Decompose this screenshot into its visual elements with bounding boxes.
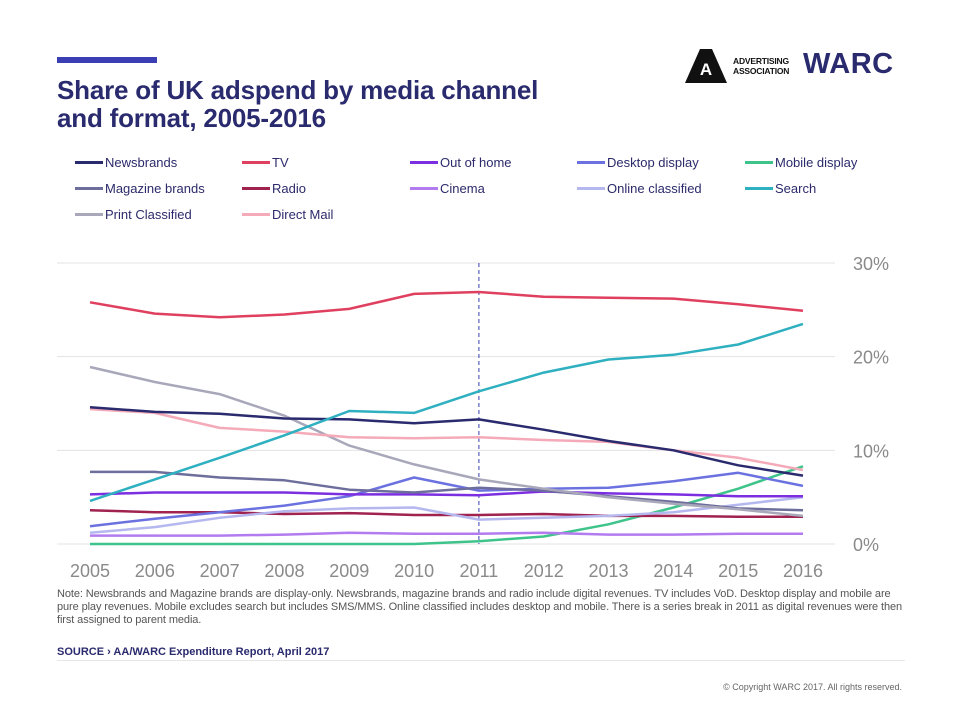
title-accent-bar (57, 57, 157, 63)
x-tick-label: 2016 (783, 561, 823, 581)
x-tick-label: 2007 (200, 561, 240, 581)
y-tick-label: 10% (853, 441, 889, 461)
legend-item-tv: TV (242, 153, 289, 171)
aa-logo-line-1: ADVERTISING (733, 56, 789, 66)
legend-label: Mobile display (775, 154, 858, 170)
legend-swatch (745, 160, 773, 164)
legend-item-radio: Radio (242, 179, 306, 197)
chart-title-line-1: Share of UK adspend by media channel (57, 75, 539, 105)
legend-item-mobile-display: Mobile display (745, 153, 857, 171)
legend-label: Cinema (440, 180, 485, 196)
legend-swatch (242, 212, 270, 216)
x-tick-label: 2005 (70, 561, 110, 581)
series-line-newsbrands (89, 405, 804, 477)
legend-swatch (75, 160, 103, 164)
x-tick-label: 2008 (264, 561, 304, 581)
x-tick-label: 2006 (135, 561, 175, 581)
series-line-direct-mail (89, 407, 804, 472)
chart-title: Share of UK adspend by media channel and… (57, 76, 617, 132)
aa-logo-letter: A (700, 60, 712, 79)
series-line-out-of-home (89, 490, 803, 498)
legend-label: Online classified (607, 180, 702, 196)
series-line-cinema (90, 531, 803, 537)
x-tick-label: 2011 (460, 561, 499, 581)
legend-swatch (242, 186, 270, 190)
series-line-online-classified (89, 495, 804, 535)
y-tick-label: 30% (853, 254, 889, 274)
legend-item-out-of-home: Out of home (410, 153, 512, 171)
legend-swatch (75, 212, 103, 216)
advertising-association-logo-text: ADVERTISING ASSOCIATION (733, 56, 789, 76)
legend-swatch (410, 160, 438, 164)
legend-item-desktop-display: Desktop display (577, 153, 699, 171)
warc-logo: WARC (803, 48, 894, 80)
legend-label: Magazine brands (105, 180, 205, 196)
x-tick-label: 2015 (718, 561, 758, 581)
legend-label: Radio (272, 180, 306, 196)
chart-legend: Newsbrands TV Out of home Desktop display Mo… (75, 153, 915, 233)
legend-item-search: Search (745, 179, 816, 197)
legend-label: Newsbrands (105, 154, 178, 170)
legend-swatch (242, 160, 270, 164)
chart-note: Note: Newsbrands and Magazine brands are… (57, 588, 903, 626)
legend-item-magazine-brands: Magazine brands (75, 179, 205, 197)
legend-item-newsbrands: Newsbrands (75, 153, 177, 171)
advertising-association-logo-mark: A (685, 49, 727, 83)
footer-divider (57, 660, 905, 661)
legend-label: Desktop display (607, 154, 699, 170)
x-tick-label: 2012 (524, 561, 564, 581)
series-line-tv (89, 290, 804, 319)
x-tick-label: 2013 (589, 561, 629, 581)
legend-swatch (577, 160, 605, 164)
legend-label: TV (272, 154, 289, 170)
legend-swatch (577, 186, 605, 190)
legend-label: Direct Mail (272, 206, 334, 222)
x-tick-label: 2010 (394, 561, 434, 581)
legend-label: Out of home (440, 154, 512, 170)
legend-swatch (410, 186, 438, 190)
advertising-association-logo: A ADVERTISING ASSOCIATION (683, 47, 791, 87)
source-line: SOURCE › AA/WARC Expenditure Report, Apr… (57, 646, 330, 658)
y-tick-label: 0% (853, 535, 879, 555)
x-tick-label: 2009 (329, 561, 369, 581)
legend-item-print-classified: Print Classified (75, 205, 192, 223)
legend-swatch (745, 186, 773, 190)
copyright-text: © Copyright WARC 2017. All rights reserv… (723, 682, 902, 692)
series-line-desktop-display (89, 471, 804, 528)
legend-label: Print Classified (105, 206, 192, 222)
y-tick-label: 20% (853, 348, 889, 368)
chart-title-line-2: and format, 2005-2016 (57, 103, 326, 133)
x-tick-label: 2014 (653, 561, 693, 581)
legend-label: Search (775, 180, 817, 196)
series-line-print-classified (89, 365, 804, 518)
aa-logo-line-2: ASSOCIATION (733, 66, 790, 76)
legend-item-online-classified: Online classified (577, 179, 702, 197)
legend-swatch (75, 186, 103, 190)
series-line-search (89, 322, 804, 503)
series-line-magazine-brands (90, 470, 804, 512)
legend-item-cinema: Cinema (410, 179, 485, 197)
legend-item-direct-mail: Direct Mail (242, 205, 333, 223)
